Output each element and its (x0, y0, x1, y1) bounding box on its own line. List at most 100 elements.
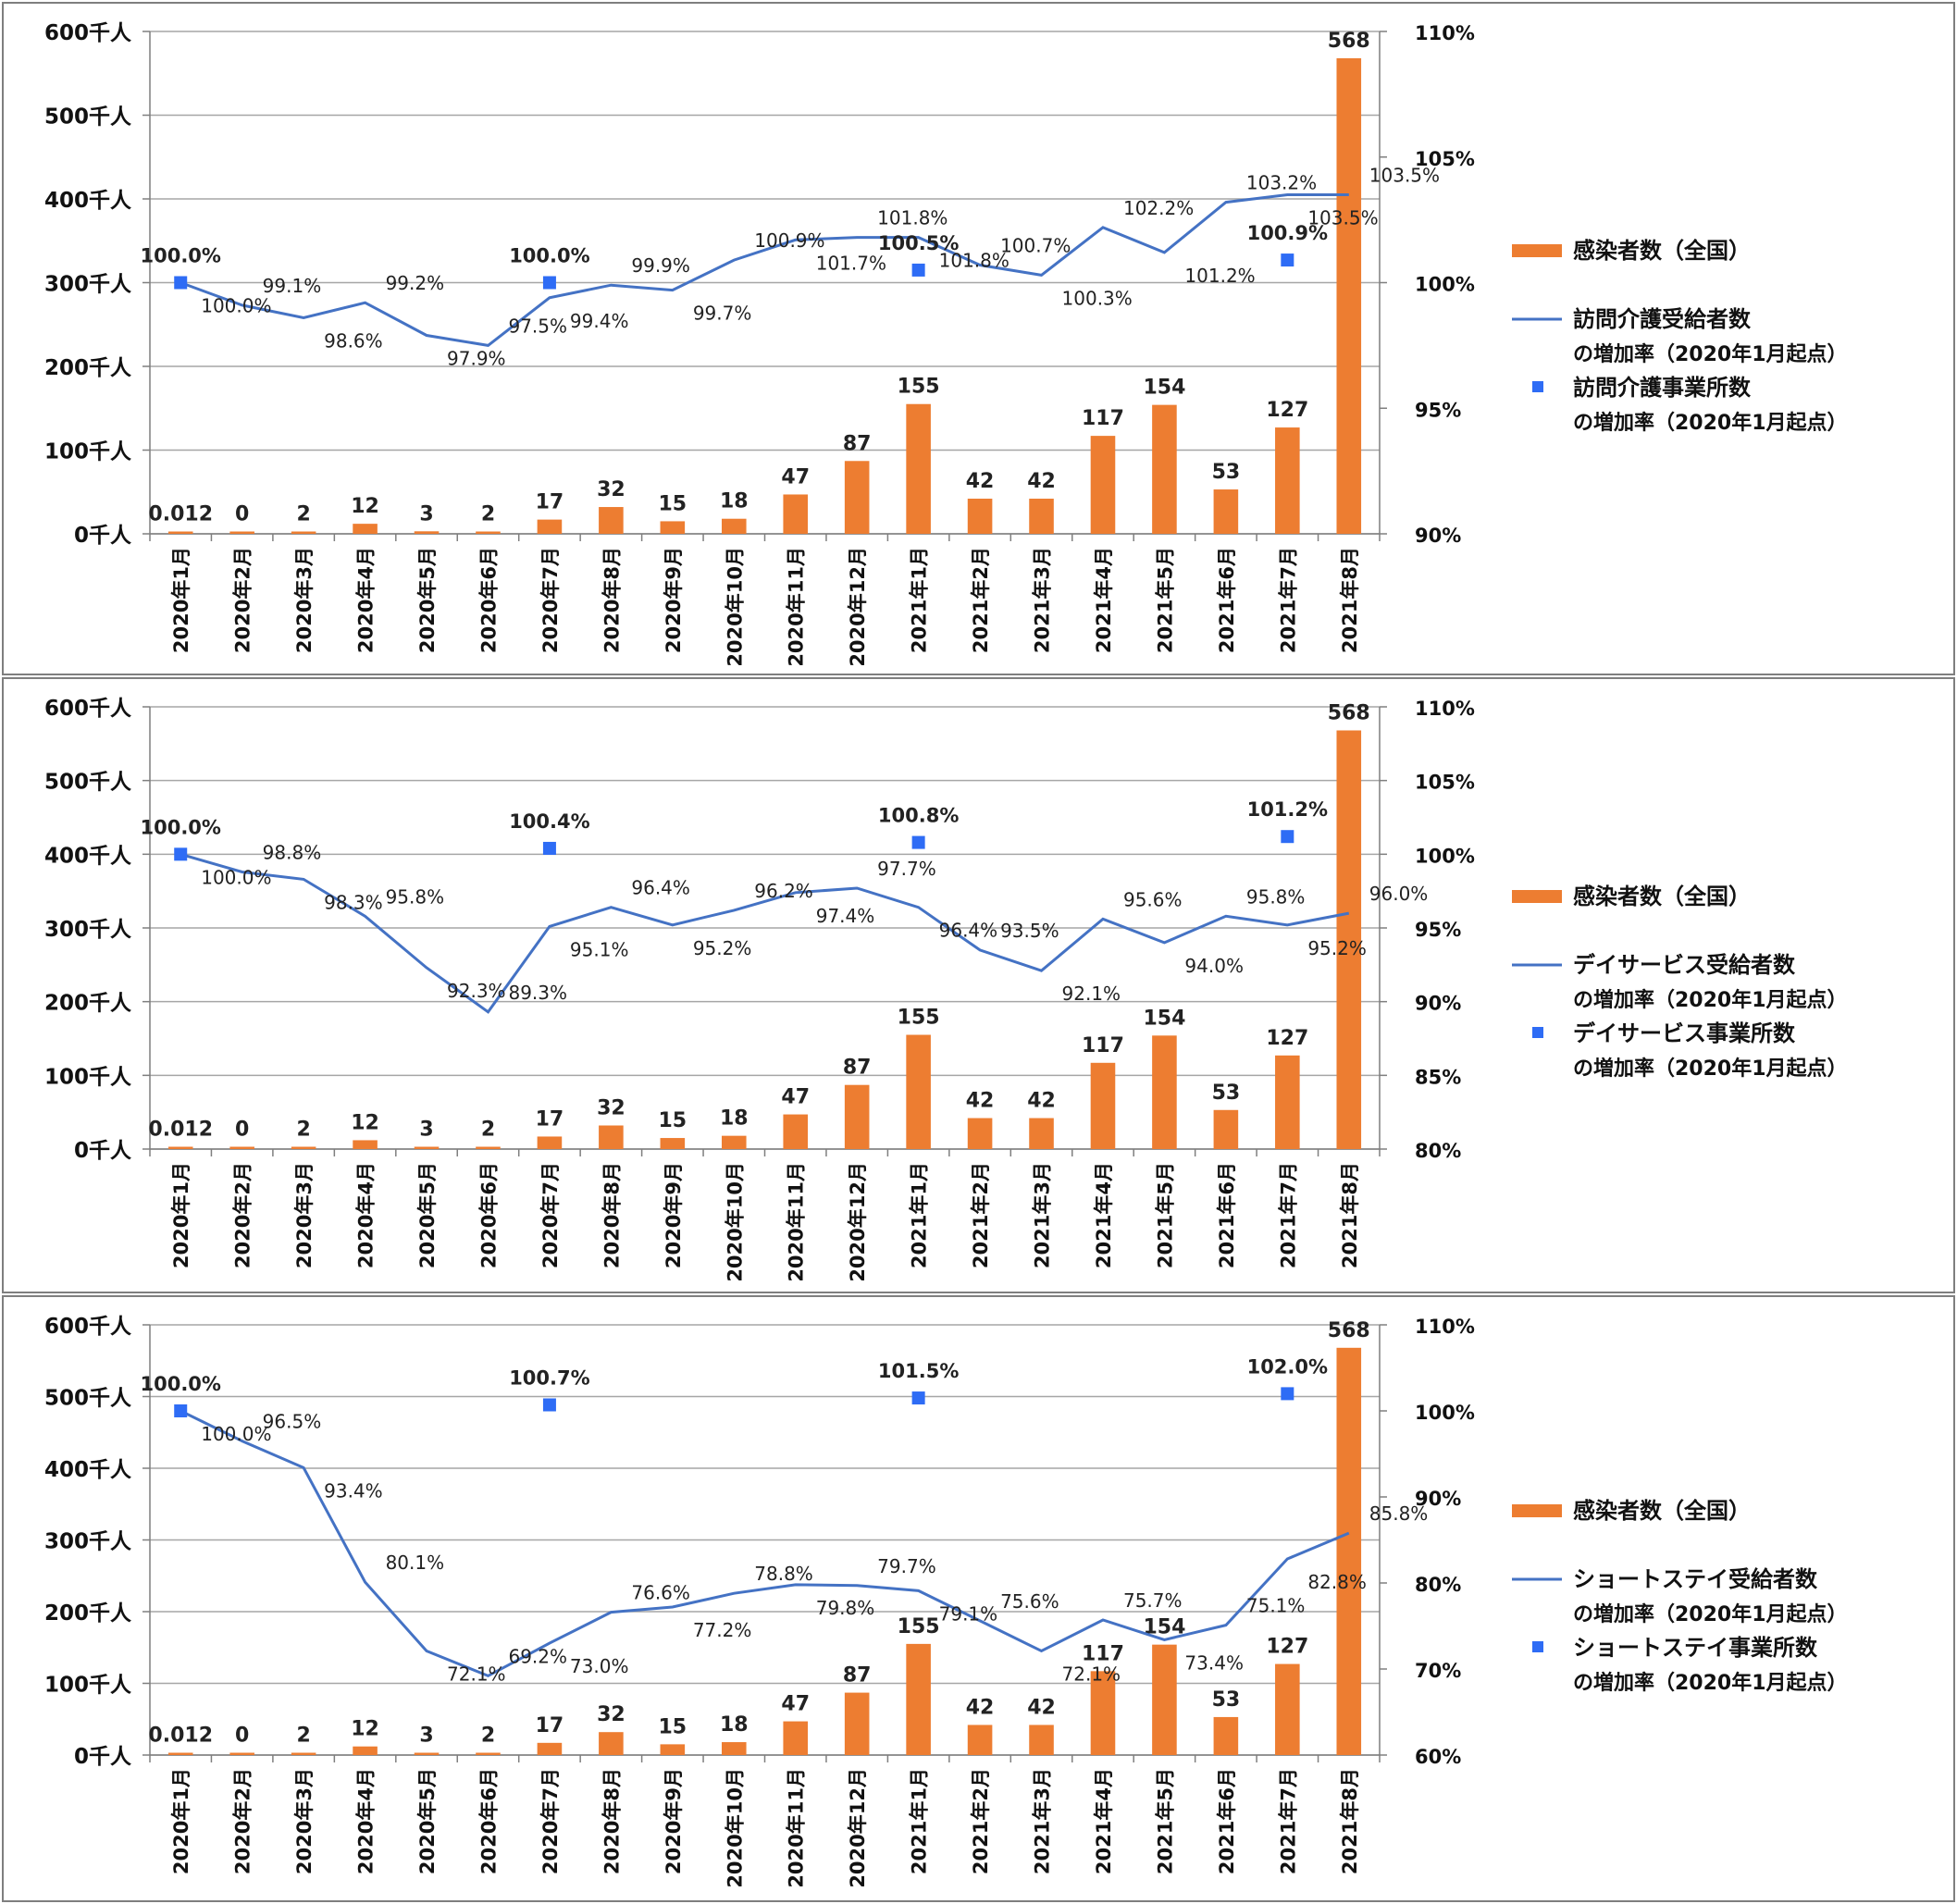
bar (599, 1732, 624, 1755)
marker-data-label: 100.9% (1247, 222, 1328, 244)
bar (721, 518, 747, 534)
chart-svg-home-care: 0千人 100千人 200千人 300千人 400千人 500千人 600千人 90% 95% 1… (44, 21, 1848, 667)
x-tick-label: 2020年9月 (663, 1768, 685, 1874)
x-tick-label: 2021年8月 (1339, 547, 1361, 653)
bar-data-label: 154 (1143, 1007, 1185, 1030)
line-data-label: 93.4% (324, 1479, 383, 1502)
y-right-tick-label: 70% (1415, 1660, 1461, 1682)
bar (167, 1752, 193, 1755)
x-tick-label: 2021年7月 (1277, 1162, 1299, 1268)
bar-data-label: 47 (781, 465, 810, 488)
y-right-tick-label: 110% (1415, 22, 1475, 44)
legend-swatch-bars (1512, 244, 1562, 257)
bar-data-label: 117 (1082, 1034, 1124, 1057)
line-data-label: 77.2% (693, 1619, 752, 1641)
marker-data-label: 100.4% (509, 810, 589, 833)
legend-label-line: の増加率（2020年1月起点） (1573, 988, 1848, 1012)
bar-data-label: 3 (419, 1119, 433, 1142)
bar-data-label: 127 (1266, 1027, 1308, 1050)
bar-data-label: 17 (536, 1714, 564, 1737)
line-data-label: 101.8% (939, 250, 1009, 272)
bar (167, 1146, 193, 1149)
x-tick-label: 2021年3月 (1032, 1162, 1054, 1268)
x-tick-label: 2021年2月 (970, 1768, 992, 1874)
bar (167, 531, 193, 534)
x-tick-label: 2020年5月 (416, 547, 439, 653)
legend-swatch-bars (1512, 1504, 1562, 1517)
x-tick-label: 2020年10月 (724, 547, 746, 667)
bar-data-label: 2 (296, 1725, 310, 1748)
x-tick-label: 2021年3月 (1032, 1768, 1054, 1874)
bar-data-label: 53 (1212, 1688, 1241, 1712)
y-left-tick-label: 400千人 (44, 189, 132, 213)
bar (414, 531, 440, 534)
x-tick-label: 2020年11月 (786, 547, 808, 667)
line-data-label: 75.7% (1123, 1589, 1183, 1612)
bar-data-label: 2 (481, 503, 495, 526)
line-data-label: 100.7% (1000, 234, 1071, 256)
bar-data-label: 15 (659, 1109, 687, 1132)
bar (783, 1721, 809, 1755)
line-data-label: 98.6% (324, 330, 383, 352)
series-line (180, 193, 1349, 347)
line-data-label: 96.4% (939, 920, 998, 942)
y-right-tick-label: 60% (1415, 1746, 1461, 1768)
line-data-label: 99.1% (263, 275, 322, 297)
x-tick-label: 2020年6月 (477, 1768, 500, 1874)
bar (783, 494, 809, 534)
x-tick-label: 2020年11月 (786, 1768, 808, 1888)
bar (476, 531, 501, 534)
x-tick-label: 2021年1月 (909, 1162, 931, 1268)
line-data-label: 103.5% (1369, 164, 1440, 186)
legend-swatch-markers (1532, 1641, 1543, 1652)
y-right-tick-label: 105% (1415, 148, 1475, 170)
y-left-tick-label: 100千人 (44, 440, 132, 464)
bar (906, 1034, 931, 1149)
legend-label-markers: 訪問介護事業所数 (1573, 375, 1752, 401)
bar-data-label: 0 (235, 1119, 249, 1142)
line-data-label: 95.2% (693, 937, 752, 959)
x-tick-label: 2020年3月 (293, 547, 316, 653)
line-data-label: 96.0% (1369, 883, 1429, 905)
line-data-label: 92.1% (1062, 983, 1121, 1005)
y-left-tick-label: 300千人 (44, 918, 132, 942)
marker-data-label: 101.5% (878, 1360, 959, 1382)
y-right-tick-label: 105% (1415, 772, 1475, 794)
line-data-label: 98.3% (324, 891, 383, 913)
x-tick-label: 2020年2月 (232, 1162, 254, 1268)
bar-data-label: 42 (1027, 1696, 1056, 1719)
series-line (180, 852, 1350, 1014)
bar-data-label: 15 (659, 492, 687, 515)
bar-data-label: 42 (966, 1696, 995, 1719)
bar (476, 1752, 501, 1755)
line-data-label: 101.7% (816, 252, 886, 274)
bar-data-label: 3 (419, 1725, 433, 1748)
x-tick-label: 2021年3月 (1032, 547, 1054, 653)
y-right-tick-label: 110% (1415, 698, 1475, 720)
bar (844, 1692, 870, 1755)
bar (537, 1136, 563, 1149)
y-right-tick-label: 95% (1415, 919, 1461, 941)
x-tick-label: 2020年12月 (847, 1768, 869, 1888)
bar (414, 1752, 440, 1755)
marker-point (542, 1398, 556, 1412)
bar-data-label: 18 (720, 1713, 749, 1737)
y-right-tick-label: 100% (1415, 845, 1475, 867)
bar-data-label: 3 (419, 502, 433, 525)
bar-data-label: 155 (898, 1615, 940, 1638)
bar (1152, 404, 1177, 534)
x-tick-label: 2021年1月 (909, 547, 931, 653)
line-data-label: 93.5% (1000, 920, 1059, 942)
bar-data-label: 568 (1328, 1319, 1370, 1342)
line-data-label: 73.0% (570, 1655, 629, 1677)
x-tick-label: 2020年3月 (293, 1768, 316, 1874)
x-tick-label: 2020年3月 (293, 1162, 316, 1268)
y-left-tick-label: 600千人 (44, 21, 132, 45)
y-left-tick-label: 0千人 (74, 1745, 132, 1769)
line-data-label: 97.9% (447, 348, 506, 370)
bar (1275, 1055, 1300, 1149)
bar (721, 1135, 747, 1149)
bar (291, 1752, 316, 1755)
bar (1029, 1725, 1054, 1755)
bar-data-label: 0 (235, 503, 249, 526)
